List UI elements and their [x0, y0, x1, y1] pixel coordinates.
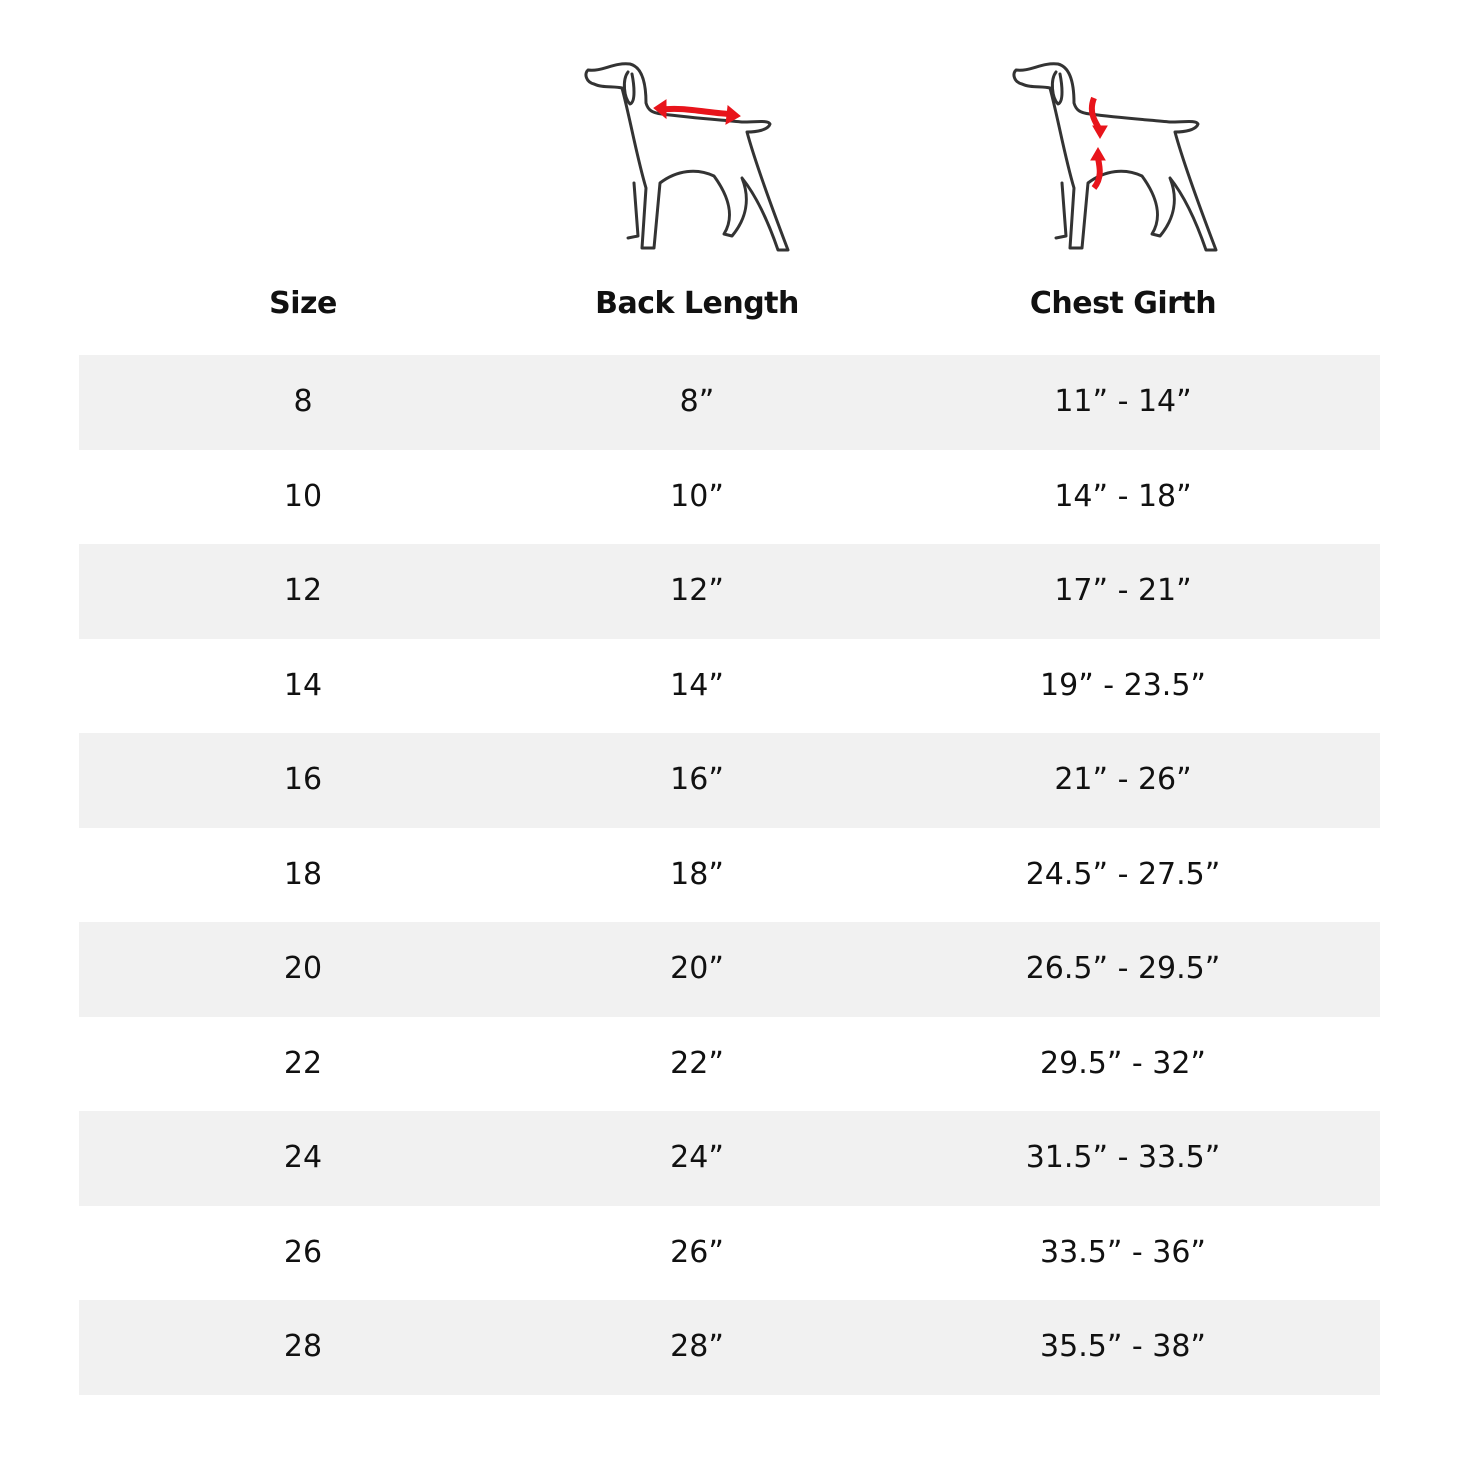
cell-chest-girth: 17” - 21”: [1054, 573, 1192, 608]
table-row: 10 10” 14” - 18”: [79, 450, 1380, 545]
table-row: 14 14” 19” - 23.5”: [79, 639, 1380, 734]
header-back-length: Back Length: [595, 286, 799, 321]
cell-size: 10: [283, 478, 323, 514]
cell-size: 22: [283, 1045, 323, 1081]
cell-size: 16: [283, 762, 323, 797]
cell-back-length: 10”: [670, 478, 724, 514]
cell-back-length: 14”: [670, 667, 724, 703]
table-row: 16 16” 21” - 26”: [79, 733, 1380, 828]
cell-back-length: 16”: [670, 762, 724, 797]
header-size: Size: [269, 286, 337, 321]
cell-size: 12: [283, 573, 323, 608]
table-row: 18 18” 24.5” - 27.5”: [79, 828, 1380, 923]
cell-back-length: 22”: [670, 1045, 724, 1081]
cell-chest-girth: 31.5” - 33.5”: [1025, 1140, 1221, 1175]
cell-size: 8: [293, 384, 313, 419]
table-row: 8 8” 11” - 14”: [79, 355, 1380, 450]
cell-size: 14: [283, 667, 323, 703]
size-table: 8 8” 11” - 14” 10 10” 14” - 18” 12 12” 17” - 21”…: [79, 355, 1380, 1395]
cell-chest-girth: 11” - 14”: [1054, 384, 1192, 419]
table-row: 28 28” 35.5” - 38”: [79, 1300, 1380, 1395]
cell-size: 26: [283, 1234, 323, 1270]
table-row: 24 24” 31.5” - 33.5”: [79, 1111, 1380, 1206]
cell-chest-girth: 24.5” - 27.5”: [1025, 856, 1221, 892]
cell-back-length: 18”: [670, 856, 724, 892]
cell-chest-girth: 29.5” - 32”: [1040, 1045, 1206, 1081]
cell-size: 18: [283, 856, 323, 892]
cell-chest-girth: 26.5” - 29.5”: [1025, 951, 1221, 986]
cell-back-length: 12”: [670, 573, 724, 608]
cell-size: 20: [283, 951, 323, 986]
cell-back-length: 28”: [670, 1329, 724, 1364]
table-row: 26 26” 33.5” - 36”: [79, 1206, 1380, 1301]
dog-back-length-diagram-icon: [584, 62, 790, 252]
cell-chest-girth: 14” - 18”: [1054, 478, 1192, 514]
cell-chest-girth: 33.5” - 36”: [1040, 1234, 1206, 1270]
cell-back-length: 8”: [679, 384, 715, 419]
cell-size: 24: [283, 1140, 323, 1175]
table-row: 22 22” 29.5” - 32”: [79, 1017, 1380, 1112]
table-row: 12 12” 17” - 21”: [79, 544, 1380, 639]
cell-chest-girth: 21” - 26”: [1054, 762, 1192, 797]
cell-size: 28: [283, 1329, 323, 1364]
cell-chest-girth: 35.5” - 38”: [1040, 1329, 1206, 1364]
table-row: 20 20” 26.5” - 29.5”: [79, 922, 1380, 1017]
cell-back-length: 26”: [670, 1234, 724, 1270]
cell-back-length: 20”: [670, 951, 724, 986]
cell-chest-girth: 19” - 23.5”: [1040, 667, 1206, 703]
dog-chest-girth-diagram-icon: [1012, 62, 1218, 252]
header-chest-girth: Chest Girth: [1029, 286, 1217, 321]
cell-back-length: 24”: [670, 1140, 724, 1175]
